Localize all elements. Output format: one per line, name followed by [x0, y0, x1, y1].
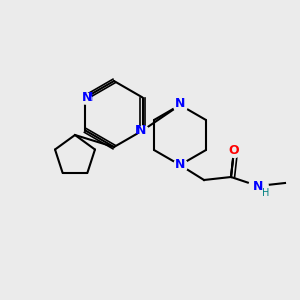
Text: N: N [134, 124, 145, 137]
Text: O: O [229, 143, 239, 157]
Text: N: N [175, 158, 185, 172]
Text: N: N [175, 97, 185, 110]
Text: N: N [83, 91, 94, 104]
Text: N: N [253, 179, 263, 193]
Text: N: N [136, 124, 146, 137]
Text: N: N [82, 91, 92, 104]
Text: H: H [262, 188, 269, 199]
